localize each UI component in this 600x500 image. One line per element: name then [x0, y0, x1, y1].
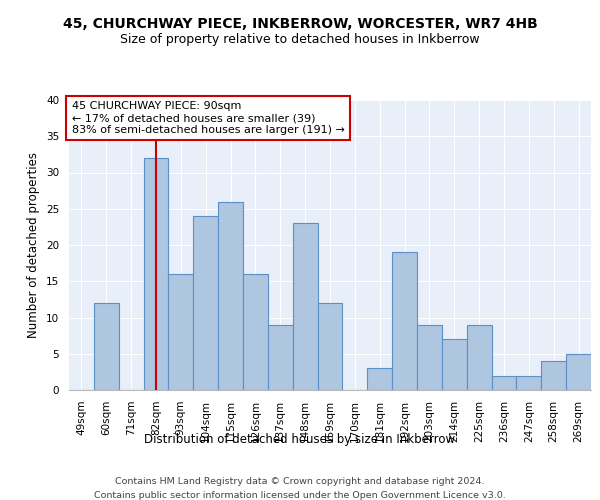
- Bar: [442, 339, 467, 390]
- Text: Distribution of detached houses by size in Inkberrow: Distribution of detached houses by size …: [145, 432, 455, 446]
- Bar: [417, 325, 442, 390]
- Bar: [169, 274, 193, 390]
- Bar: [392, 252, 417, 390]
- Text: Contains HM Land Registry data © Crown copyright and database right 2024.: Contains HM Land Registry data © Crown c…: [115, 478, 485, 486]
- Bar: [268, 325, 293, 390]
- Bar: [293, 223, 317, 390]
- Text: Size of property relative to detached houses in Inkberrow: Size of property relative to detached ho…: [120, 32, 480, 46]
- Bar: [143, 158, 169, 390]
- Bar: [491, 376, 517, 390]
- Bar: [467, 325, 491, 390]
- Bar: [243, 274, 268, 390]
- Text: 45, CHURCHWAY PIECE, INKBERROW, WORCESTER, WR7 4HB: 45, CHURCHWAY PIECE, INKBERROW, WORCESTE…: [62, 18, 538, 32]
- Bar: [541, 361, 566, 390]
- Bar: [317, 303, 343, 390]
- Y-axis label: Number of detached properties: Number of detached properties: [28, 152, 40, 338]
- Bar: [94, 303, 119, 390]
- Bar: [566, 354, 591, 390]
- Text: 45 CHURCHWAY PIECE: 90sqm
← 17% of detached houses are smaller (39)
83% of semi-: 45 CHURCHWAY PIECE: 90sqm ← 17% of detac…: [71, 102, 344, 134]
- Text: Contains public sector information licensed under the Open Government Licence v3: Contains public sector information licen…: [94, 491, 506, 500]
- Bar: [218, 202, 243, 390]
- Bar: [193, 216, 218, 390]
- Bar: [517, 376, 541, 390]
- Bar: [367, 368, 392, 390]
